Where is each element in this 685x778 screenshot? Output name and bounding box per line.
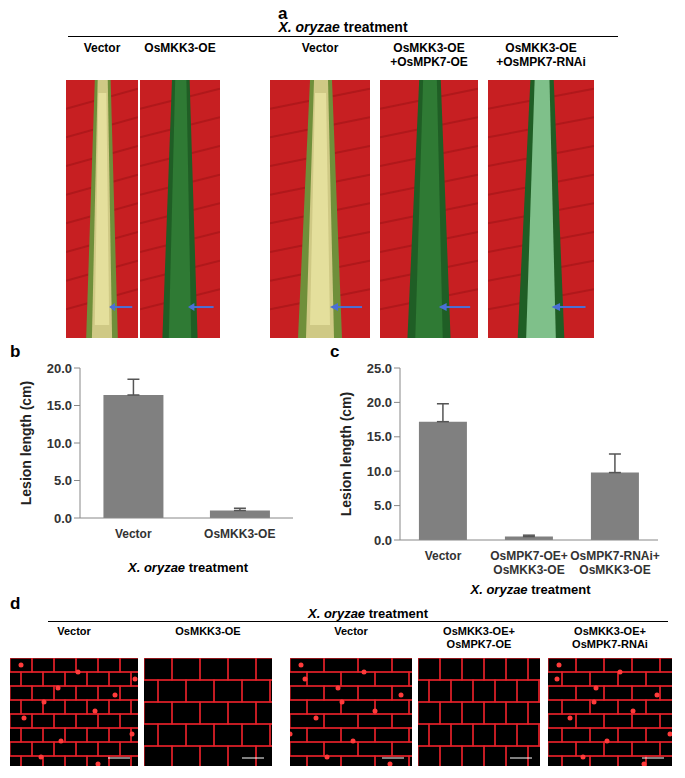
html-text:X. oryzae treatment: X. oryzae treatment	[308, 606, 428, 621]
html-text:Vector: Vector	[57, 625, 91, 637]
html-text:a: a	[278, 4, 288, 23]
html-text:Vector: Vector	[83, 41, 121, 55]
svg-text:OsMKK3-OE: OsMKK3-OE	[204, 527, 275, 541]
html-text:OsMKK3-OE+: OsMKK3-OE+	[574, 625, 646, 637]
svg-text:0.0: 0.0	[54, 511, 72, 526]
html-text:OsMPK7-OE: OsMPK7-OE	[446, 637, 512, 650]
html-text:Vector: Vector	[334, 625, 368, 637]
html-text:X. oryzae treatment: X. oryzae treatment	[470, 582, 591, 597]
html-text:c: c	[330, 342, 340, 361]
svg-text:Lesion length (cm): Lesion length (cm)	[18, 381, 34, 505]
html-text:X. oryzae treatment: X. oryzae treatment	[128, 560, 248, 575]
svg-text:25.0: 25.0	[367, 361, 392, 376]
html-text:OsMKK3-OE: OsMKK3-OE	[505, 41, 577, 55]
svg-text:0.0: 0.0	[374, 533, 392, 548]
html-text:b: b	[10, 342, 21, 361]
html-text:OsMKK3-OE: OsMKK3-OE	[393, 41, 465, 55]
svg-text:OsMPK7-RNAi+OsMKK3-OE: OsMPK7-RNAi+OsMKK3-OE	[570, 549, 660, 577]
html-text:+OsMPK7-OE: +OsMPK7-OE	[390, 54, 468, 69]
svg-text:OsMPK7-OE+OsMKK3-OE: OsMPK7-OE+OsMKK3-OE	[490, 549, 568, 577]
svg-text:5.0: 5.0	[54, 473, 72, 488]
html-text:OsMPK7-RNAi: OsMPK7-RNAi	[572, 637, 648, 650]
svg-text:5.0: 5.0	[374, 498, 392, 513]
html-text:X. oryzae treatment: X. oryzae treatment	[278, 19, 408, 35]
html-text:OsMKK3-OE: OsMKK3-OE	[144, 41, 216, 55]
svg-text:10.0: 10.0	[47, 436, 72, 451]
svg-text:Vector: Vector	[115, 527, 152, 541]
html-text:OsMKK3-OE: OsMKK3-OE	[175, 625, 241, 637]
html-text:OsMKK3-OE+: OsMKK3-OE+	[443, 625, 515, 637]
html-text:Vector: Vector	[301, 41, 339, 55]
svg-text:20.0: 20.0	[367, 395, 392, 410]
svg-text:Lesion length (cm): Lesion length (cm)	[338, 392, 354, 516]
html-text:+OsMPK7-RNAi: +OsMPK7-RNAi	[496, 54, 586, 69]
svg-text:15.0: 15.0	[47, 398, 72, 413]
svg-text:15.0: 15.0	[367, 429, 392, 444]
html-text:d: d	[10, 594, 21, 613]
svg-text:10.0: 10.0	[367, 464, 392, 479]
svg-text:20.0: 20.0	[47, 361, 72, 376]
svg-text:Vector: Vector	[425, 549, 462, 563]
